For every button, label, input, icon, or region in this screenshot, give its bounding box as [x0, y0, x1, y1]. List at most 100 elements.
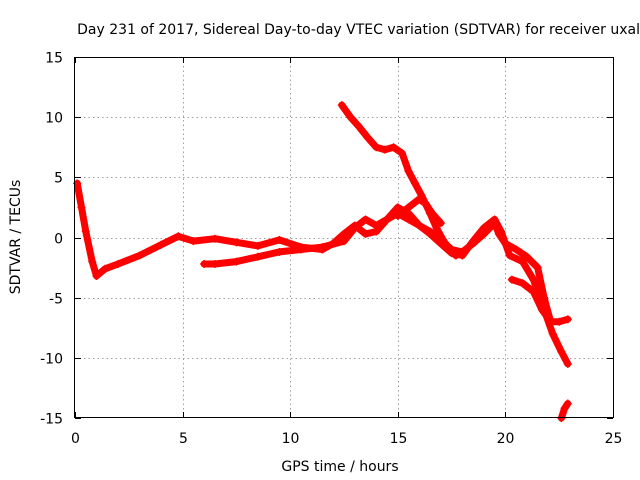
data-point-marker [174, 232, 183, 241]
data-point-marker [533, 263, 542, 272]
data-point-marker [529, 287, 538, 296]
data-point-marker [529, 275, 538, 284]
data-point-marker [355, 122, 364, 131]
data-point-marker [458, 247, 467, 256]
data-point-marker [81, 227, 90, 236]
data-point-marker [415, 194, 424, 203]
data-point-marker [135, 251, 144, 260]
data-point-marker [501, 239, 510, 248]
data-point-marker [451, 251, 460, 260]
data-point-marker [337, 101, 346, 110]
data-point-marker [411, 179, 420, 188]
data-point-marker [92, 272, 101, 281]
y-tick-label: -10 [40, 352, 63, 368]
x-tick-label: 5 [179, 431, 188, 447]
data-point-marker [505, 251, 514, 260]
data-point-marker [296, 245, 305, 254]
data-point-marker [445, 245, 454, 254]
data-point-marker [404, 203, 413, 212]
data-point-marker [383, 215, 392, 224]
data-point-marker [421, 199, 430, 208]
series-line [394, 195, 445, 227]
x-axis-label: GPS time / hours [281, 459, 398, 475]
series-line [338, 101, 460, 259]
data-point-marker [380, 145, 389, 154]
x-tick-label: 20 [497, 431, 515, 447]
x-tick-label: 0 [71, 431, 80, 447]
data-point-marker [557, 347, 566, 356]
data-point-marker [537, 305, 546, 314]
data-point-marker [404, 215, 413, 224]
y-tick-label: -15 [40, 412, 63, 428]
data-point-marker [540, 293, 549, 302]
data-point-marker [363, 133, 372, 142]
data-point-marker [548, 329, 557, 338]
series-track-e [507, 275, 572, 326]
data-point-marker [346, 113, 355, 122]
series-track-f [557, 399, 572, 422]
data-point-marker [563, 399, 572, 408]
plot-frame [74, 57, 614, 418]
series-line [73, 179, 572, 368]
series-track-d [393, 194, 445, 228]
data-point-marker [157, 240, 166, 249]
data-point-marker [415, 221, 424, 230]
x-tick-label: 10 [282, 431, 300, 447]
data-point-marker [432, 223, 441, 232]
data-point-marker [253, 241, 262, 250]
data-point-marker [232, 238, 241, 247]
y-tick-label: 0 [54, 232, 63, 248]
data-point-marker [200, 259, 209, 268]
data-point-marker [275, 247, 284, 256]
y-tick-label: 15 [45, 51, 63, 67]
data-point-marker [494, 229, 503, 238]
data-point-marker [404, 167, 413, 176]
data-point-marker [546, 317, 555, 326]
data-point-marker [88, 257, 97, 266]
data-point-marker [372, 143, 381, 152]
data-point-marker [350, 223, 359, 232]
data-point-marker [518, 279, 527, 288]
y-axis-label: SDTVAR / TECUs [8, 180, 24, 295]
data-point-marker [512, 245, 521, 254]
data-point-marker [361, 229, 370, 238]
data-point-marker [490, 219, 499, 228]
data-point-marker [560, 404, 569, 413]
series-track-c [337, 101, 460, 260]
y-tick-label: 5 [54, 171, 63, 187]
data-point-marker [210, 259, 219, 268]
data-point-marker [522, 252, 531, 261]
data-point-marker [518, 257, 527, 266]
data-point-marker [275, 235, 284, 244]
x-tick-label: 25 [605, 431, 623, 447]
y-tick-label: -5 [49, 292, 63, 308]
y-tick-label: 10 [45, 111, 63, 127]
data-point-marker [507, 275, 516, 284]
data-point-marker [372, 221, 381, 230]
data-layer [73, 101, 572, 422]
data-point-marker [318, 243, 327, 252]
data-point-marker [555, 317, 564, 326]
data-point-marker [469, 239, 478, 248]
data-point-marker [114, 259, 123, 268]
data-point-marker [253, 252, 262, 261]
data-point-marker [438, 235, 447, 244]
data-point-marker [389, 143, 398, 152]
data-point-marker [210, 234, 219, 243]
data-point-marker [393, 211, 402, 220]
data-point-marker [398, 149, 407, 158]
data-point-marker [340, 237, 348, 246]
data-point-marker [189, 237, 198, 246]
data-point-marker [436, 219, 445, 228]
data-point-marker [361, 215, 370, 224]
data-point-marker [479, 229, 488, 238]
data-point-marker [563, 359, 572, 368]
data-point-marker [428, 209, 437, 218]
data-point-marker [101, 264, 110, 273]
axis-ticks: 0 5 10 15 20 25 -15 -10 -5 0 5 10 15 [40, 51, 622, 448]
x-tick-label: 15 [390, 431, 408, 447]
data-point-marker [426, 227, 435, 236]
data-point-marker [232, 257, 241, 266]
chart-title: Day 231 of 2017, Sidereal Day-to-day VTE… [77, 22, 640, 38]
